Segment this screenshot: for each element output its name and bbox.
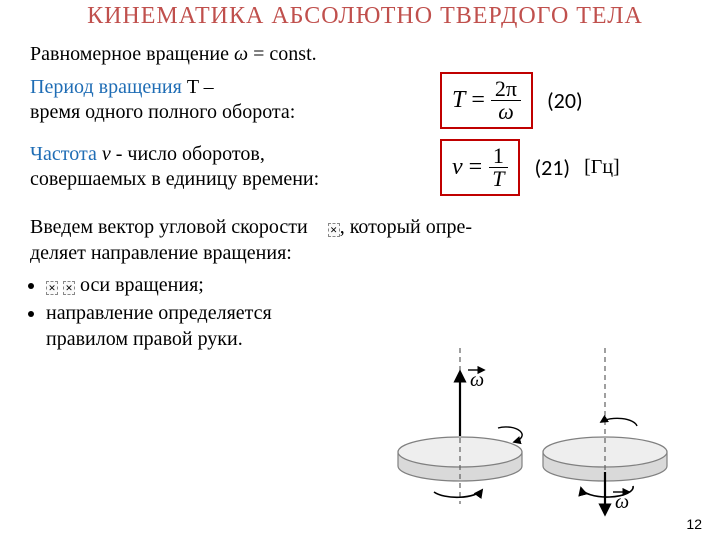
- freq-formula-area: ν = 1 T (21) [Гц]: [440, 139, 700, 196]
- eq-sign-1: =: [465, 87, 491, 114]
- angvec-l1b: , который опре-: [340, 216, 472, 238]
- freq-unit: [Гц]: [584, 156, 620, 179]
- angvec-l2: деляет направление вращения:: [30, 242, 292, 264]
- bullet-2b: правилом правой руки.: [46, 328, 243, 350]
- period-desc: время одного полного оборота:: [30, 101, 295, 123]
- period-eqnum: (20): [547, 87, 583, 114]
- bullet-1: ✕ ✕ оси вращения;: [46, 272, 700, 298]
- broken-image-icon: ✕: [328, 223, 340, 237]
- period-num: 2π: [491, 78, 521, 101]
- freq-term: Частота: [30, 143, 97, 165]
- rotation-diagram: ωω: [380, 342, 690, 522]
- freq-formula: ν = 1 T: [440, 139, 520, 196]
- intro-text: Равномерное вращение ω = const.: [30, 43, 700, 66]
- angvec-l1a: Введем вектор угловой скорости: [30, 216, 308, 238]
- bullet-list: ✕ ✕ оси вращения; направление определяет…: [30, 272, 700, 352]
- freq-desc1: число оборотов,: [127, 143, 264, 165]
- period-frac: 2π ω: [491, 78, 521, 123]
- freq-eqnum: (21): [534, 154, 570, 181]
- freq-row: Частота ν - число оборотов, совершаемых …: [30, 139, 700, 196]
- bullet-2a: направление определяется: [46, 302, 272, 324]
- freq-num: 1: [489, 145, 508, 168]
- period-formula: T = 2π ω: [440, 72, 533, 129]
- page-number: 12: [686, 516, 702, 532]
- freq-den: T: [488, 168, 508, 190]
- period-term: Период вращения: [30, 76, 182, 98]
- period-def: Период вращения T – время одного полного…: [30, 75, 440, 125]
- freq-desc2: совершаемых в единицу времени:: [30, 168, 319, 190]
- period-row: Период вращения T – время одного полного…: [30, 72, 700, 129]
- intro-before: Равномерное вращение: [30, 43, 234, 65]
- period-lhs: T: [452, 87, 465, 114]
- broken-image-icon-2: ✕: [46, 281, 58, 295]
- broken-image-icon-3: ✕: [63, 281, 75, 295]
- svg-text:ω: ω: [470, 369, 484, 391]
- freq-def: Частота ν - число оборотов, совершаемых …: [30, 142, 440, 192]
- intro-after: = const.: [248, 43, 317, 65]
- period-sym: T –: [182, 76, 214, 98]
- angvec-intro: Введем вектор угловой скорости ✕, которы…: [30, 214, 700, 266]
- slide-title: КИНЕМАТИКА АБСОЛЮТНО ТВЕРДОГО ТЕЛА: [30, 0, 700, 31]
- slide: КИНЕМАТИКА АБСОЛЮТНО ТВЕРДОГО ТЕЛА Равно…: [0, 0, 720, 540]
- period-formula-area: T = 2π ω (20): [440, 72, 700, 129]
- eq-sign-2: =: [463, 154, 489, 181]
- freq-lhs: ν: [452, 154, 463, 181]
- intro-omega: ω: [234, 43, 248, 65]
- period-den: ω: [494, 101, 518, 123]
- freq-sym: ν: [97, 143, 116, 165]
- bullet-1-text: оси вращения;: [80, 274, 204, 296]
- freq-dash: -: [116, 143, 128, 165]
- freq-frac: 1 T: [488, 145, 508, 190]
